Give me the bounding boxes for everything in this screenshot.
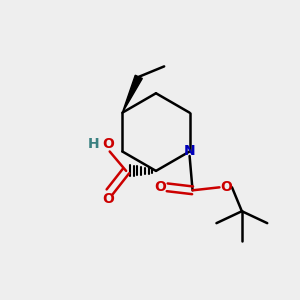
Text: H: H: [88, 137, 99, 151]
Text: O: O: [102, 137, 114, 151]
Text: O: O: [154, 180, 166, 194]
Polygon shape: [122, 75, 142, 113]
Text: O: O: [102, 192, 114, 206]
Text: O: O: [220, 180, 232, 194]
Text: N: N: [184, 145, 195, 158]
